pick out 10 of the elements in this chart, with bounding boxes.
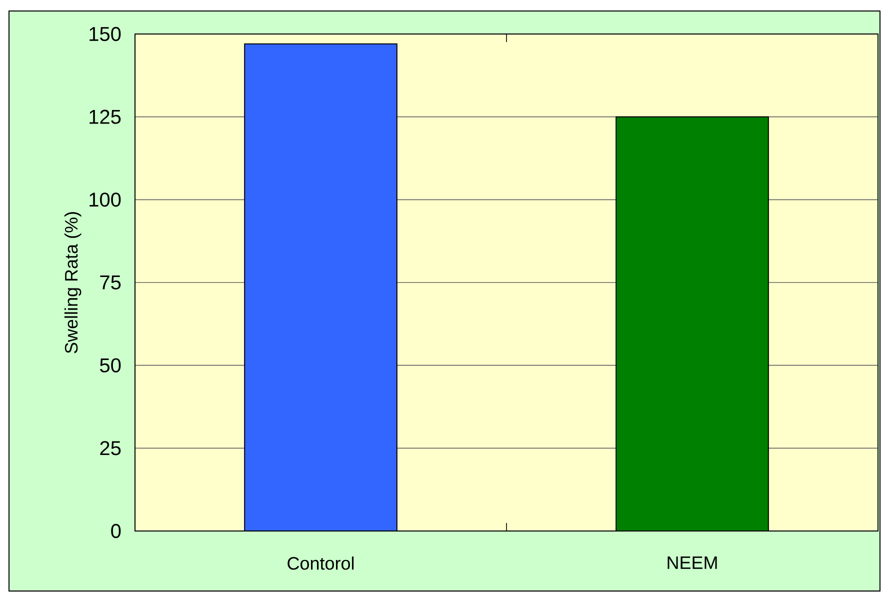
x-tick-label: Contorol — [288, 556, 354, 570]
y-tick-label: 75 — [100, 276, 121, 290]
y-tick-label: 0 — [111, 524, 121, 538]
x-tick-label: NEEM — [668, 556, 717, 570]
y-tick-label: 50 — [100, 358, 121, 373]
y-tick-label: 150 — [90, 27, 121, 42]
y-tick-label: 100 — [90, 192, 121, 207]
y-tick-label: 25 — [100, 441, 121, 456]
y-axis-title: Swelling Rata (%) — [64, 212, 82, 354]
y-tick-label: 125 — [90, 110, 121, 124]
